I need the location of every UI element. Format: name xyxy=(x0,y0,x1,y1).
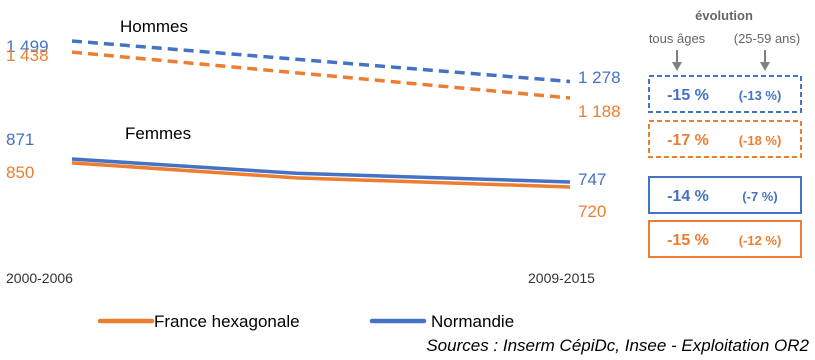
start-label-hommes-france-hexagonale: 1 438 xyxy=(6,46,49,65)
legend-label-france-hexagonale: France hexagonale xyxy=(154,312,300,331)
evolution-col-25-59: (25-59 ans) xyxy=(734,31,800,46)
end-label-femmes-normandie: 747 xyxy=(578,170,606,189)
series-line-femmes-normandie xyxy=(71,157,571,184)
evolution-box-femmes-normandie-25-59: (-7 %) xyxy=(742,189,777,204)
evolution-box-femmes-france-hexagonale-all-ages: -15 % xyxy=(667,232,709,249)
series-line-hommes-france-hexagonale xyxy=(71,50,571,100)
arrow-25-59-head xyxy=(760,62,770,71)
evolution-box-femmes-france-hexagonale xyxy=(648,220,802,258)
evolution-box-hommes-normandie-all-ages: -15 % xyxy=(667,87,709,104)
end-label-hommes-france-hexagonale: 1 188 xyxy=(578,102,621,121)
arrow-all-ages-head xyxy=(672,62,682,71)
series-line-femmes-france-hexagonale xyxy=(71,161,571,189)
evolution-box-hommes-normandie xyxy=(648,75,802,113)
evolution-col-all-ages: tous âges xyxy=(649,31,706,46)
evolution-box-femmes-normandie xyxy=(648,176,802,214)
evolution-title: évolution xyxy=(695,8,753,23)
evolution-box-hommes-france-hexagonale-25-59: (-18 %) xyxy=(739,133,782,148)
x-tick-label-end: 2009-2015 xyxy=(528,270,595,286)
evolution-box-hommes-normandie-25-59: (-13 %) xyxy=(739,88,782,103)
end-label-hommes-normandie: 1 278 xyxy=(578,68,621,87)
x-tick-label-start: 2000-2006 xyxy=(6,270,73,286)
evolution-box-femmes-normandie-all-ages: -14 % xyxy=(667,188,709,205)
start-label-hommes-normandie: 1 499 xyxy=(6,37,49,56)
series-line-hommes-normandie xyxy=(71,39,571,84)
group-label-femmes: Femmes xyxy=(125,124,191,143)
source-note: Sources : Inserm CépiDc, Insee - Exploit… xyxy=(426,336,809,355)
evolution-box-hommes-france-hexagonale xyxy=(648,120,802,158)
evolution-box-hommes-france-hexagonale-all-ages: -17 % xyxy=(667,132,709,149)
group-label-hommes: Hommes xyxy=(120,17,188,36)
start-label-femmes-france-hexagonale: 850 xyxy=(6,163,34,182)
legend-label-normandie: Normandie xyxy=(431,312,514,331)
evolution-box-femmes-france-hexagonale-25-59: (-12 %) xyxy=(739,233,782,248)
start-label-femmes-normandie: 871 xyxy=(6,130,34,149)
end-label-femmes-france-hexagonale: 720 xyxy=(578,202,606,221)
